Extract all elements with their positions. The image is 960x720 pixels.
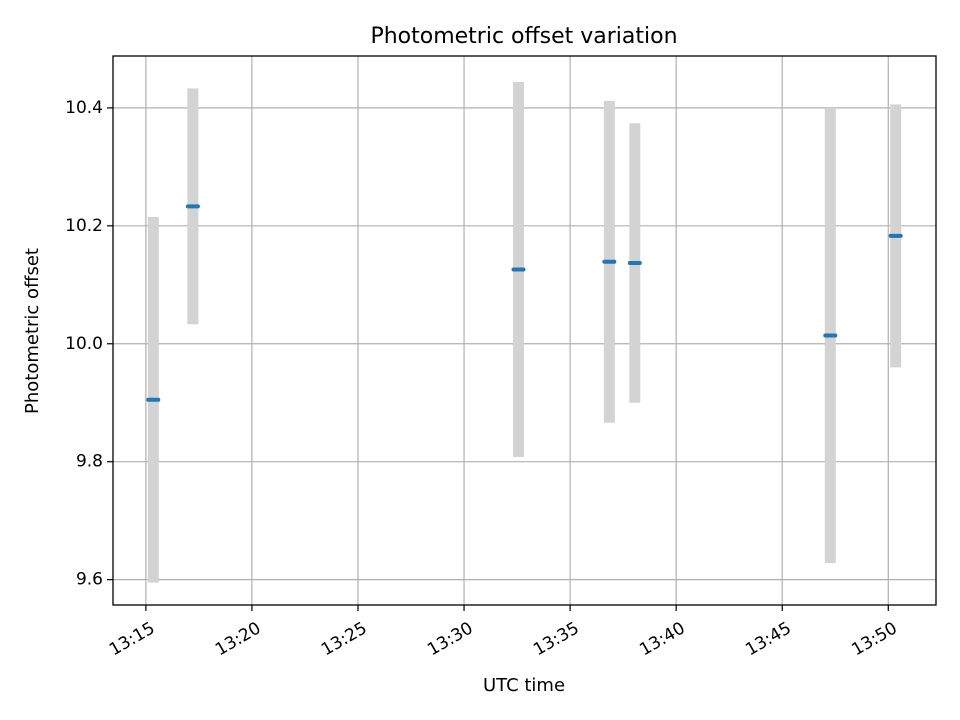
y-tick-label: 9.8 — [76, 452, 103, 472]
plot-frame — [112, 55, 937, 606]
y-tick-label: 10.0 — [65, 334, 103, 354]
x-tick-label: 13:35 — [530, 618, 582, 660]
chart-title: Photometric offset variation — [370, 24, 677, 49]
x-tick-label: 13:40 — [636, 618, 688, 660]
x-tick-label: 13:30 — [424, 618, 476, 660]
x-tick-label: 13:20 — [212, 618, 264, 660]
grid-layer — [113, 56, 936, 605]
data-layer — [146, 81, 903, 583]
x-tick-label: 13:50 — [848, 618, 900, 660]
x-tick-label: 13:25 — [318, 618, 370, 660]
y-axis-label: Photometric offset — [22, 248, 43, 414]
y-tick-label: 9.6 — [76, 570, 103, 590]
x-tick-label: 13:45 — [742, 618, 794, 660]
x-axis-label: UTC time — [483, 675, 565, 696]
x-tick-label: 13:15 — [106, 618, 158, 660]
y-tick-label: 10.4 — [65, 98, 103, 118]
y-tick-label: 10.2 — [65, 216, 103, 236]
